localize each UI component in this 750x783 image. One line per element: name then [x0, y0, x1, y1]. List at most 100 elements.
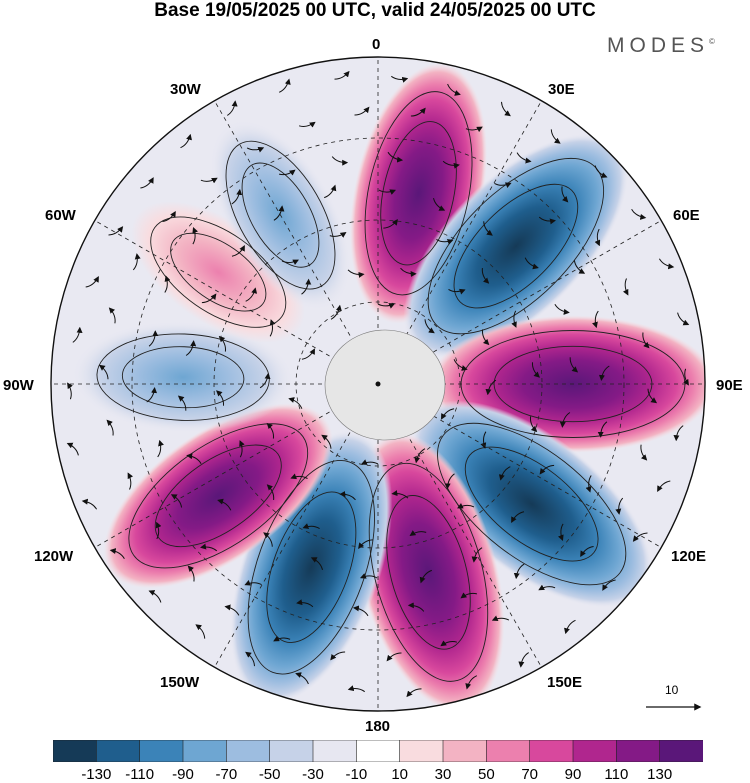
- field-lobe: [72, 321, 294, 433]
- streamline: [559, 412, 571, 428]
- streamline: [288, 397, 303, 409]
- streamline: [177, 395, 187, 411]
- streamline: [330, 304, 342, 320]
- field-lobe: [103, 403, 333, 589]
- streamline: [98, 364, 109, 380]
- streamline: [85, 276, 99, 288]
- streamline: [331, 156, 349, 166]
- streamline: [460, 592, 478, 599]
- meridian-line: [214, 100, 379, 385]
- streamline: [301, 278, 312, 295]
- streamline: [529, 416, 538, 433]
- streamline: [494, 182, 512, 188]
- streamline: [640, 444, 648, 461]
- reference-vector-label: 10: [665, 683, 679, 697]
- streamline: [677, 312, 690, 326]
- streamline: [673, 425, 684, 442]
- streamline: [352, 605, 369, 617]
- streamline: [615, 497, 624, 515]
- colorbar-swatch: [616, 740, 661, 762]
- streamline: [347, 685, 365, 693]
- latitude-circle: [131, 137, 625, 631]
- streamline: [516, 152, 532, 164]
- streamline: [554, 304, 570, 315]
- colorbar-swatch: [572, 740, 617, 762]
- streamline: [480, 431, 487, 449]
- antarctica-landmass: [324, 329, 446, 441]
- colorbar-tick-label: 30: [434, 766, 452, 783]
- streamline: [245, 651, 255, 667]
- streamline: [378, 189, 397, 195]
- lon-label-30e: 30E: [548, 81, 575, 98]
- streamline: [406, 688, 422, 698]
- streamline: [471, 547, 483, 563]
- colorbar-swatch: [139, 740, 184, 762]
- contour-lines: [96, 91, 686, 682]
- colorbar-swatch: [659, 740, 703, 762]
- streamline: [594, 228, 601, 247]
- graticule: [51, 57, 705, 711]
- field-lobe: [131, 201, 305, 343]
- colorbar-tick-label: -90: [172, 766, 194, 783]
- streamline: [81, 498, 98, 510]
- field-lobe: [403, 133, 629, 359]
- streamline: [132, 253, 141, 271]
- colorbar-swatch: [312, 740, 357, 762]
- streamline: [108, 307, 116, 324]
- streamline: [442, 160, 460, 169]
- streamline: [157, 439, 164, 458]
- lon-label-90e: 90E: [716, 377, 743, 394]
- wind-streamlines: [66, 70, 690, 698]
- colorbar: [53, 740, 703, 762]
- lon-label-0: 0: [372, 36, 381, 53]
- streamline: [310, 557, 323, 571]
- streamline: [347, 269, 365, 278]
- streamline: [109, 548, 125, 560]
- streamline: [632, 532, 648, 542]
- streamline: [231, 245, 245, 257]
- colorbar-swatch: [53, 740, 97, 762]
- streamline: [622, 278, 629, 296]
- streamline: [511, 310, 517, 328]
- streamline: [585, 475, 592, 493]
- colorbar-swatch: [226, 740, 271, 762]
- streamline: [513, 563, 525, 580]
- lon-label-90w: 90W: [3, 377, 34, 394]
- contour-line: [380, 121, 457, 266]
- meridian-line: [377, 383, 542, 668]
- streamline: [164, 275, 171, 293]
- streamline: [433, 197, 446, 211]
- streamline: [187, 565, 195, 582]
- streamline: [424, 319, 435, 334]
- meridian-line: [214, 383, 379, 668]
- streamline: [383, 219, 398, 229]
- streamline: [597, 421, 608, 438]
- streamline: [580, 546, 594, 558]
- lon-label-150w: 150W: [160, 674, 200, 691]
- colorbar-swatch: [486, 740, 531, 762]
- streamline: [106, 419, 114, 436]
- streamline: [217, 498, 232, 511]
- colorbar-tick-label: 70: [521, 766, 538, 783]
- streamline: [227, 100, 238, 116]
- streamline: [170, 494, 183, 508]
- contour-line: [437, 422, 627, 586]
- colorbar-tick-label: -30: [302, 766, 324, 783]
- streamline: [324, 184, 337, 199]
- colorbar-tick-label: -70: [215, 766, 238, 783]
- streamline: [485, 379, 497, 396]
- streamline: [594, 165, 608, 178]
- modes-logo: MODES©: [607, 34, 715, 58]
- streamline: [259, 372, 271, 389]
- contour-line: [464, 446, 599, 562]
- streamline: [531, 362, 540, 378]
- colorbar-swatch: [96, 740, 141, 762]
- streamline: [140, 177, 154, 189]
- streamline: [538, 216, 556, 225]
- contour-line: [386, 495, 471, 650]
- streamline: [414, 448, 426, 464]
- streamline: [448, 288, 466, 295]
- meridian-line: [377, 100, 542, 385]
- streamline: [592, 310, 599, 329]
- colorbar-tick-label: 50: [477, 766, 495, 783]
